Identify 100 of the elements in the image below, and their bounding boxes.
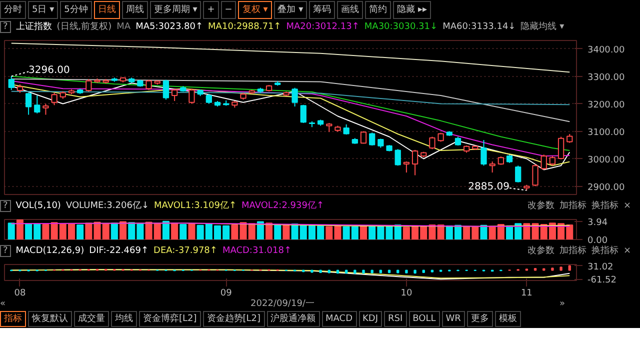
text: 隐藏均线 ▾ xyxy=(520,22,564,32)
bar xyxy=(256,221,264,240)
text: 指标 xyxy=(0,311,26,327)
text: MA60:3133.14↓ xyxy=(442,22,516,32)
text: 分时 xyxy=(0,1,26,19)
text: 筹码 xyxy=(309,1,336,19)
candlestick xyxy=(34,95,40,114)
candlestick xyxy=(532,164,538,187)
text: 复权 ▾ xyxy=(238,1,272,19)
candlestick xyxy=(549,156,556,166)
text: 2022/09/19/一 xyxy=(250,298,314,310)
series-label: MAVOL1:3.109亿↑ xyxy=(154,201,236,211)
candlestick xyxy=(480,140,487,166)
bar xyxy=(480,224,488,240)
bar xyxy=(85,222,92,240)
bar xyxy=(8,222,15,240)
text: × xyxy=(623,201,631,211)
series-label: MAVOL2:2.939亿↑ xyxy=(242,201,324,211)
candlestick xyxy=(412,149,418,176)
text: 沪股通净额 xyxy=(266,311,320,327)
candlestick xyxy=(292,87,298,107)
series-label: DIF:-22.469↑ xyxy=(89,246,149,256)
candlestick xyxy=(326,122,332,133)
text: MA10:2988.71↑ xyxy=(208,22,282,32)
bar xyxy=(110,222,118,240)
x-tick-label: 10 xyxy=(400,288,412,298)
text: × xyxy=(623,246,631,256)
y-tick-label: 31.02 xyxy=(588,262,614,272)
text: ? xyxy=(0,245,11,257)
bar xyxy=(188,224,196,240)
text: MA5:3023.80↑ xyxy=(136,22,204,32)
bar xyxy=(282,224,290,240)
chart-title: VOL(5,10) xyxy=(16,201,61,211)
text: 改参数 xyxy=(527,246,554,256)
text: KDJ xyxy=(358,311,382,327)
text: ? xyxy=(0,21,11,33)
text: 改参数 xyxy=(527,201,554,211)
y-tick-label: -61.52 xyxy=(588,276,617,286)
candlestick xyxy=(146,79,152,90)
candlestick xyxy=(540,154,547,170)
text: 5日 ▾ xyxy=(28,1,58,19)
y-tick-label: 3200.00 xyxy=(588,100,625,110)
text: » xyxy=(559,298,565,310)
text: 加指标 xyxy=(559,246,586,256)
y-tick-label: 3100.00 xyxy=(588,128,625,138)
text: 换指标 xyxy=(591,246,618,256)
bar xyxy=(231,224,238,240)
series-label: VOLUME:3.206亿↓ xyxy=(66,201,149,211)
y-tick-label: 2900.00 xyxy=(588,182,625,193)
text: 画线 xyxy=(337,1,364,19)
text: « xyxy=(0,298,6,310)
candlestick xyxy=(429,136,436,150)
text: 5分钟 xyxy=(60,1,92,19)
annotation: 2885.09 xyxy=(468,182,510,193)
candlestick xyxy=(378,138,384,148)
candlestick xyxy=(489,161,496,173)
text: MA30:3030.31↓ xyxy=(364,22,438,32)
bar xyxy=(171,222,178,240)
candlestick xyxy=(8,76,14,90)
candlestick xyxy=(558,136,564,160)
text: RSI xyxy=(384,311,407,327)
text: + xyxy=(203,1,219,19)
text: − xyxy=(220,1,236,19)
x-tick-label: 08 xyxy=(14,288,26,298)
text: 更多周期 ▾ xyxy=(150,1,202,19)
text: 成交量 xyxy=(74,311,109,327)
candlestick xyxy=(25,92,32,116)
bar xyxy=(180,224,187,240)
text: 更多 xyxy=(466,311,493,327)
text: 周线 xyxy=(122,1,148,19)
line-series xyxy=(10,42,570,73)
x-tick-label: 11 xyxy=(520,288,532,298)
candlestick xyxy=(343,124,350,136)
text: WR xyxy=(442,311,465,327)
bar xyxy=(274,224,282,240)
bar xyxy=(76,224,84,240)
candlestick xyxy=(394,148,401,166)
candlestick xyxy=(369,132,376,146)
candlestick xyxy=(188,88,195,104)
bar xyxy=(437,224,444,240)
text: 加指标 xyxy=(559,201,586,211)
y-tick-label: 3.94 xyxy=(588,218,608,228)
bar xyxy=(42,224,50,240)
y-tick-label: 0.00 xyxy=(588,236,608,246)
text: 简约 xyxy=(365,1,392,19)
text: 换指标 xyxy=(591,201,618,211)
bar xyxy=(360,225,368,240)
line-series xyxy=(10,90,570,106)
text: 日线 xyxy=(94,1,120,19)
bar xyxy=(523,223,530,240)
text: 资金博弈[L2] xyxy=(139,311,201,327)
chart-title: 上证指数 xyxy=(16,22,52,32)
chart-title: MACD(12,26,9) xyxy=(16,246,84,256)
candlestick xyxy=(300,104,306,124)
candlestick xyxy=(86,78,92,92)
text: 均线 xyxy=(111,311,137,327)
candlestick xyxy=(206,93,212,104)
y-tick-label: 3400.00 xyxy=(588,45,625,56)
text: 模板 xyxy=(494,311,521,327)
bar xyxy=(266,222,273,240)
